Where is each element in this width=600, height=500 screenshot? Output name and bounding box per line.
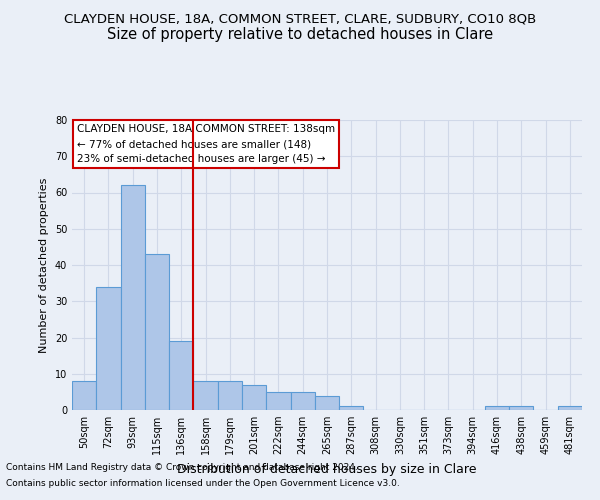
Bar <box>218 381 242 410</box>
Text: Contains HM Land Registry data © Crown copyright and database right 2024.: Contains HM Land Registry data © Crown c… <box>6 464 358 472</box>
Bar <box>558 406 582 410</box>
Bar <box>339 406 364 410</box>
Bar <box>72 381 96 410</box>
Text: Contains public sector information licensed under the Open Government Licence v3: Contains public sector information licen… <box>6 478 400 488</box>
Bar <box>193 381 218 410</box>
Bar <box>315 396 339 410</box>
Text: CLAYDEN HOUSE, 18A COMMON STREET: 138sqm
← 77% of detached houses are smaller (1: CLAYDEN HOUSE, 18A COMMON STREET: 138sqm… <box>77 124 335 164</box>
Text: CLAYDEN HOUSE, 18A, COMMON STREET, CLARE, SUDBURY, CO10 8QB: CLAYDEN HOUSE, 18A, COMMON STREET, CLARE… <box>64 12 536 26</box>
Text: Size of property relative to detached houses in Clare: Size of property relative to detached ho… <box>107 28 493 42</box>
Bar <box>242 384 266 410</box>
Bar <box>485 406 509 410</box>
Bar <box>96 287 121 410</box>
X-axis label: Distribution of detached houses by size in Clare: Distribution of detached houses by size … <box>177 462 477 475</box>
Y-axis label: Number of detached properties: Number of detached properties <box>39 178 49 352</box>
Bar <box>290 392 315 410</box>
Bar <box>266 392 290 410</box>
Bar <box>121 185 145 410</box>
Bar <box>509 406 533 410</box>
Bar <box>145 254 169 410</box>
Bar <box>169 341 193 410</box>
